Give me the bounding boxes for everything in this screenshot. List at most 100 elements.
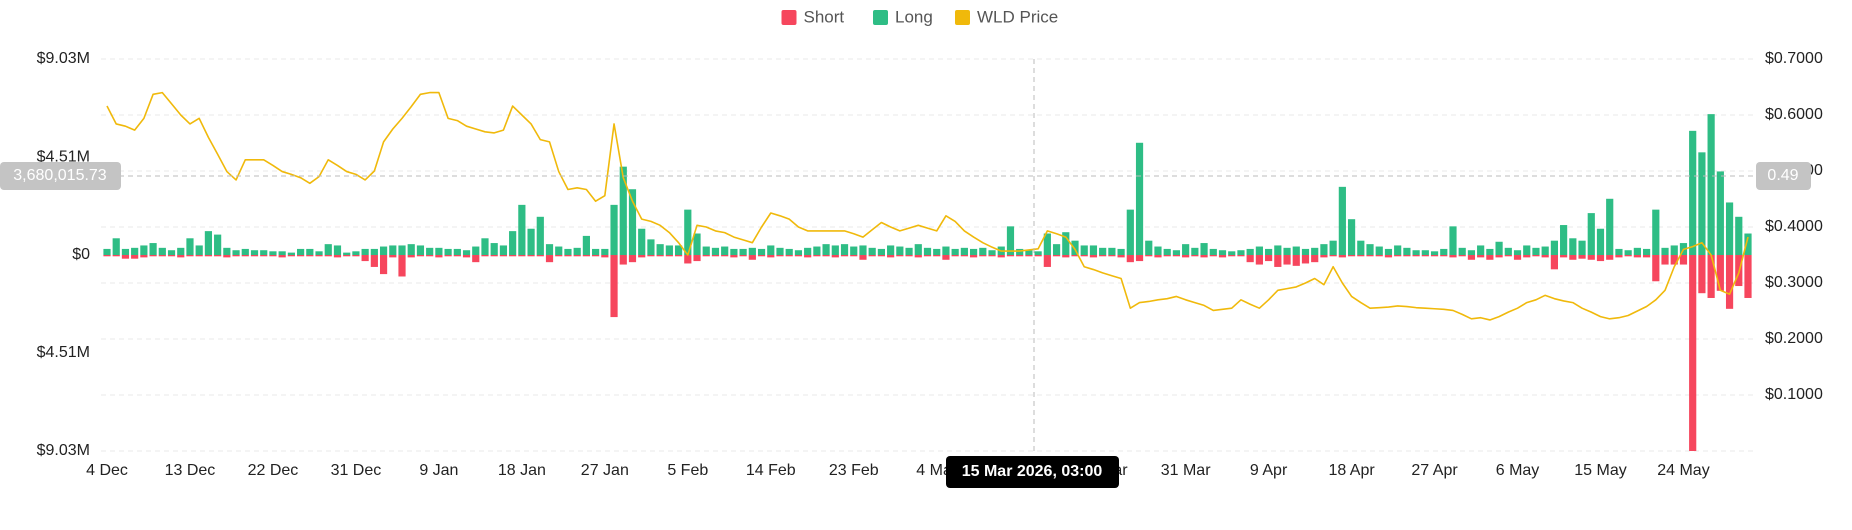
bar [1486,255,1494,260]
bar [416,245,425,255]
y-tick-label: $4.51M [37,148,90,165]
bar [1467,250,1476,255]
bar [1135,142,1144,255]
y2-tick-label: $0.3000 [1765,274,1823,291]
bar [942,246,950,255]
price-line [106,91,1749,321]
bar [1311,247,1319,255]
bar [1652,209,1660,255]
bar [1569,255,1577,260]
bar [398,255,406,277]
bar [1477,245,1485,255]
bar [177,247,185,255]
bar [1569,238,1577,255]
bar [1725,255,1734,309]
bar [730,255,738,258]
bar [1633,255,1641,258]
bar [1329,255,1337,257]
x-tick-label: 14 Feb [746,462,796,479]
bar [813,255,821,257]
bar [1274,255,1282,267]
bar [352,255,360,257]
bar [1615,255,1623,258]
bar [1071,240,1079,255]
bar [804,255,812,258]
bar [167,255,176,257]
bar [933,255,941,257]
bar [1006,255,1015,257]
bar [1246,248,1254,255]
bar [1375,246,1383,255]
bar [1458,255,1466,257]
bar [1237,250,1245,255]
bar [509,231,517,255]
bar [555,246,563,255]
bar [1108,255,1116,257]
bar [674,255,683,257]
bar [877,248,885,255]
legend-label: WLD Price [977,7,1058,26]
bar [1670,255,1678,265]
bar [868,247,876,255]
bar [1403,255,1411,257]
bar [1052,244,1061,255]
bar [933,248,941,255]
bar [1126,209,1134,255]
bar [1449,226,1457,255]
bar [1034,251,1042,255]
bar [1421,255,1429,257]
bar [186,238,194,255]
bar [896,255,904,257]
bar [1062,255,1070,258]
y2-tick-label: $0.7000 [1765,50,1823,67]
bar [1163,248,1171,255]
bar [1394,245,1402,255]
bar [214,255,222,257]
bar [1495,241,1503,255]
bar [610,255,618,318]
bar [665,255,673,257]
bar [610,204,618,255]
bar [195,255,203,257]
bar [702,246,710,255]
bar [352,251,360,255]
bar [1440,255,1448,257]
bar [1320,244,1328,255]
bar [1052,255,1061,257]
bar [195,245,203,255]
bar [481,238,489,255]
legend-label: Long [895,7,933,26]
bar [693,255,701,262]
bar [785,248,793,255]
bar [1200,243,1208,255]
bar [628,255,637,263]
bar [435,255,443,258]
bar [1513,255,1522,260]
crosshair-y-label: 3,680,015.73 [13,167,107,184]
bar [527,228,535,255]
bar [1218,255,1227,258]
bar [1716,255,1724,291]
bar [241,255,249,257]
bar [684,209,692,255]
y2-tick-label: $0.2000 [1765,330,1823,347]
bar [656,244,664,255]
bar [711,247,720,255]
bar [1016,255,1024,257]
bar [453,248,461,255]
bar [1283,255,1291,265]
bar [214,234,222,255]
bar [343,255,351,257]
bar [389,255,397,258]
bar [1126,255,1134,263]
bar [1458,247,1466,255]
x-tick-label: 31 Mar [1161,462,1211,479]
bar [859,245,867,255]
y-tick-label: $9.03M [37,442,90,459]
bar [333,255,342,258]
bar [1550,240,1558,255]
x-tick-label: 24 May [1657,462,1709,479]
bar [555,255,563,257]
bar [1716,171,1724,255]
bar [1735,216,1743,255]
